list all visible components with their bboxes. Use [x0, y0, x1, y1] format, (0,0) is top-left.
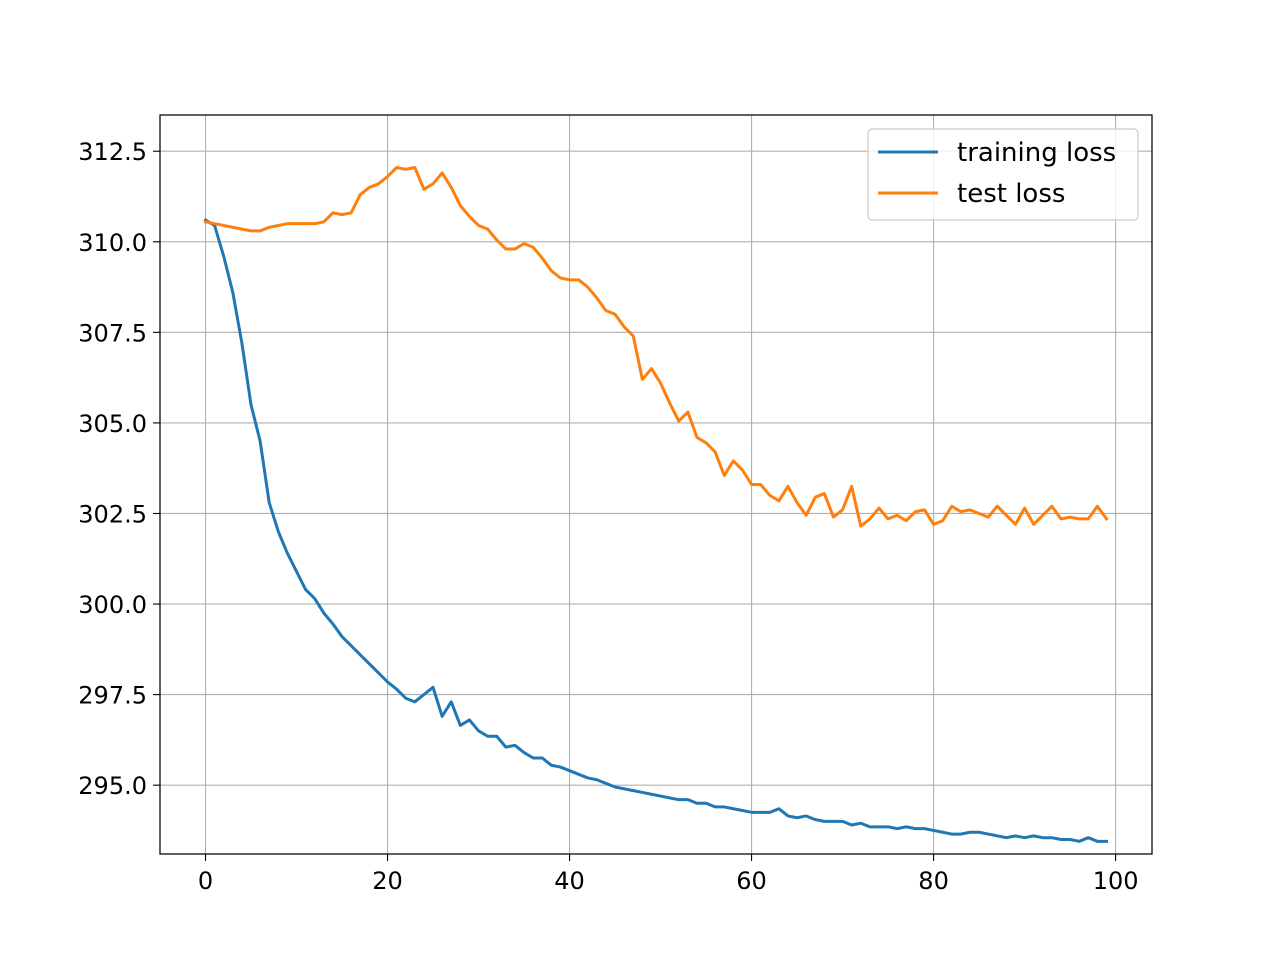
legend-label-test-loss: test loss	[957, 179, 1065, 209]
y-tick-label: 307.5	[78, 319, 147, 347]
legend-label-training-loss: training loss	[957, 138, 1116, 168]
y-tick-label: 300.0	[78, 591, 147, 619]
x-tick-label: 0	[198, 867, 213, 895]
series-line-test-loss	[203, 166, 1109, 528]
axis-ticks: 0 20 40 60 80 100 295.0 297.5 300.0 302.5 305.0 307…	[78, 138, 1138, 895]
x-tick-label: 100	[1093, 867, 1139, 895]
y-tick-label: 295.0	[78, 772, 147, 800]
y-tick-label: 305.0	[78, 410, 147, 438]
x-tick-label: 20	[372, 867, 403, 895]
legend: training loss test loss	[867, 128, 1139, 221]
y-tick-label: 302.5	[78, 500, 147, 528]
series-line-training-loss	[203, 217, 1108, 843]
series-lines	[203, 166, 1109, 843]
grid-lines	[160, 115, 1152, 854]
x-tick-label: 40	[554, 867, 585, 895]
x-tick-label: 80	[918, 867, 949, 895]
y-tick-label: 312.5	[78, 138, 147, 166]
y-tick-label: 297.5	[78, 682, 147, 710]
x-tick-label: 60	[736, 867, 767, 895]
axes-frame	[159, 114, 1153, 855]
y-tick-label: 310.0	[78, 229, 147, 257]
